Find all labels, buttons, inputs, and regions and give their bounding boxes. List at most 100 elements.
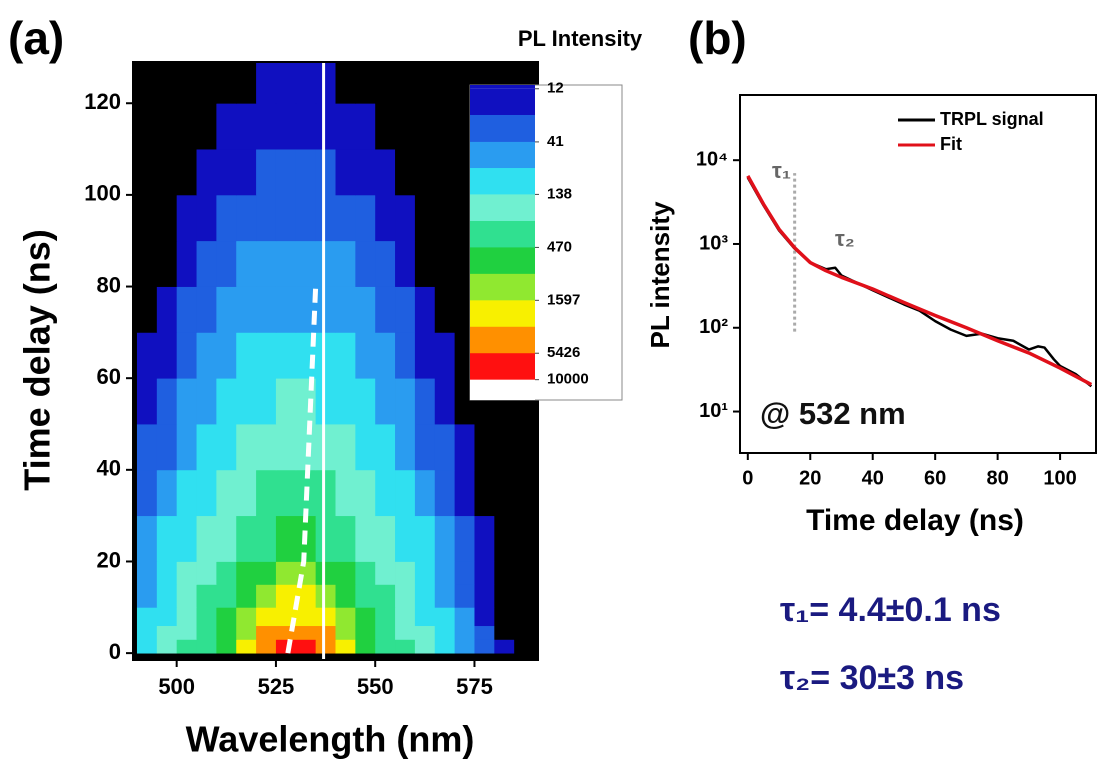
heatmap — [136, 62, 535, 654]
heatmap-cell — [216, 149, 237, 196]
heatmap-cell — [136, 639, 158, 654]
heatmap-cell — [216, 607, 237, 627]
y-tick-label: 10⁴ — [696, 148, 728, 170]
heatmap-cell — [335, 584, 356, 608]
heatmap-cell — [196, 332, 217, 379]
heatmap-cell — [216, 639, 237, 654]
heatmap-cell — [236, 584, 257, 608]
heatmap-cell — [275, 561, 297, 585]
heatmap-cell — [434, 424, 456, 471]
heatmap-cell — [275, 103, 297, 150]
heatmap-cell — [395, 194, 416, 242]
heatmap-cell — [256, 149, 277, 196]
heatmap-cell — [216, 424, 237, 471]
heatmap-cell — [136, 378, 158, 425]
heatmap-cell — [395, 515, 416, 562]
heatmap-cell — [156, 625, 178, 640]
heatmap-cell — [216, 332, 237, 379]
heatmap-cell — [335, 561, 356, 585]
x-tick-label: 80 — [987, 467, 1009, 489]
heatmap-cell — [514, 424, 535, 471]
heatmap-cell — [236, 469, 257, 517]
heatmap-cell — [375, 332, 396, 379]
heatmap-cell — [216, 584, 237, 608]
heatmap-cell — [295, 194, 317, 242]
heatmap-cell — [395, 607, 416, 627]
heatmap-cell — [256, 103, 277, 150]
heatmap-cell — [136, 469, 158, 517]
heatmap-cell — [196, 424, 217, 471]
heatmap-cell — [414, 240, 436, 287]
heatmap-cell — [176, 149, 197, 196]
peak-line — [285, 286, 319, 654]
heatmap-cell — [355, 378, 376, 425]
heatmap-cell — [454, 584, 475, 608]
heatmap-cell — [375, 607, 396, 627]
heatmap-cell — [335, 607, 356, 627]
heatmap-cell — [275, 286, 297, 333]
heatmap-cell — [216, 62, 237, 104]
heatmap-cell — [295, 103, 317, 150]
y-tick-label: 80 — [97, 272, 121, 297]
heatmap-cell — [315, 561, 336, 585]
heatmap-cell — [414, 194, 436, 242]
heatmap-cell — [216, 469, 237, 517]
colorbar-tick-label: 12 — [547, 80, 564, 97]
y-tick-label: 10¹ — [699, 400, 728, 422]
heatmap-cell — [434, 607, 456, 627]
heatmap-cell — [375, 625, 396, 640]
colorbar-band — [470, 247, 535, 275]
heatmap-cell — [355, 240, 376, 287]
heatmap-cell — [176, 240, 197, 287]
heatmap-cell — [395, 424, 416, 471]
heatmap-cell — [196, 194, 217, 242]
heatmap-cell — [514, 607, 535, 627]
heatmap-cell — [176, 62, 197, 104]
heatmap-cell — [176, 424, 197, 471]
heatmap-cell — [315, 103, 336, 150]
heatmap-cell — [196, 240, 217, 287]
panel-label: (b) — [688, 12, 747, 64]
heatmap-cell — [335, 62, 356, 104]
x-axis-label: Time delay (ns) — [806, 504, 1024, 537]
heatmap-cell — [355, 424, 376, 471]
heatmap-cell — [295, 149, 317, 196]
heatmap-cell — [236, 639, 257, 654]
x-tick-label: 575 — [456, 674, 493, 699]
heatmap-cell — [395, 584, 416, 608]
heatmap-cell — [196, 584, 217, 608]
heatmap-cell — [256, 625, 277, 640]
heatmap-cell — [295, 424, 317, 471]
heatmap-cell — [236, 607, 257, 627]
plot-lines — [746, 175, 1093, 388]
colorbar-band — [470, 141, 535, 169]
colorbar-title: PL Intensity — [518, 26, 643, 51]
heatmap-cell — [315, 62, 336, 104]
x-tick-label: 40 — [862, 467, 884, 489]
colorbar-tick-label: 470 — [547, 238, 572, 255]
heatmap-cell — [474, 607, 495, 627]
heatmap-cell — [236, 240, 257, 287]
y-axis-label: Time delay (ns) — [17, 229, 58, 490]
heatmap-cell — [256, 332, 277, 379]
heatmap-cell — [216, 286, 237, 333]
colorbar-tick-label: 138 — [547, 185, 572, 202]
heatmap-cell — [335, 469, 356, 517]
heatmap-cell — [136, 286, 158, 333]
heatmap-cell — [216, 240, 237, 287]
heatmap-cell — [375, 149, 396, 196]
heatmap-cell — [236, 62, 257, 104]
heatmap-cell — [256, 424, 277, 471]
heatmap-cell — [216, 625, 237, 640]
heatmap-cell — [335, 639, 356, 654]
heatmap-cell — [414, 469, 436, 517]
plot-frame — [739, 94, 1097, 454]
heatmap-cell — [335, 149, 356, 196]
heatmap-cell — [196, 607, 217, 627]
heatmap-cell — [434, 240, 456, 287]
heatmap-cell — [236, 194, 257, 242]
heatmap-cell — [335, 424, 356, 471]
heatmap-cell — [395, 240, 416, 287]
heatmap-cell — [136, 607, 158, 627]
